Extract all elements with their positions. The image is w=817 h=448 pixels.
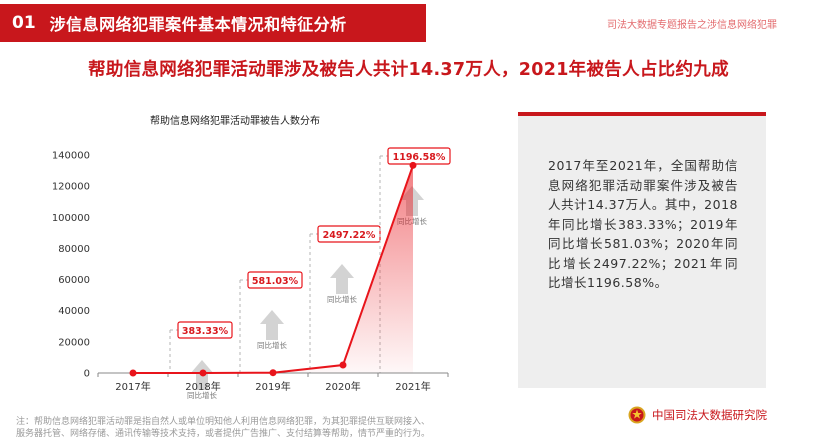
y-tick-label: 140000 (52, 151, 90, 162)
growth-label-box (247, 271, 303, 289)
growth-rate-label: 581.03% (252, 276, 299, 287)
footnote-line-1: 注：帮助信息网络犯罪活动罪是指自然人或单位明知他人利用信息网络犯罪，为其犯罪提供… (16, 417, 431, 427)
y-tick-label: 0 (84, 369, 90, 380)
summary-text: 2017年至2021年，全国帮助信息网络犯罪活动罪案件涉及被告人共计14.37万… (548, 158, 738, 290)
section-number: 01 (12, 13, 36, 33)
y-tick-label: 100000 (52, 213, 90, 224)
section-header: 01 涉信息网络犯罪案件基本情况和特征分析 (0, 4, 426, 42)
y-tick-label: 20000 (58, 337, 90, 348)
growth-caption: 同比增长 (187, 390, 217, 400)
data-point (339, 361, 347, 369)
report-series-label: 司法大数据专题报告之涉信息网络犯罪 (607, 20, 777, 31)
y-tick-label: 120000 (52, 182, 90, 193)
x-tick-label: 2020年 (325, 380, 360, 393)
y-tick-label: 40000 (58, 306, 90, 317)
chart-area: 帮助信息网络犯罪活动罪被告人数分布 0 20000 40000 60000 80000 1… (0, 100, 490, 408)
series-area (133, 165, 413, 373)
data-point (129, 369, 137, 377)
growth-arrow-icon (260, 310, 284, 340)
x-tick-label: 2017年 (115, 380, 150, 393)
page-headline: 帮助信息网络犯罪活动罪涉及被告人共计14.37万人，2021年被告人占比约九成 (88, 60, 729, 80)
y-tick-label: 60000 (58, 275, 90, 286)
footnote: 注：帮助信息网络犯罪活动罪是指自然人或单位明知他人利用信息网络犯罪，为其犯罪提供… (16, 416, 516, 440)
growth-caption: 同比增长 (327, 294, 357, 304)
chart-title: 帮助信息网络犯罪活动罪被告人数分布 (150, 116, 320, 127)
growth-label-box (177, 321, 233, 339)
growth-caption: 同比增长 (257, 340, 287, 350)
footnote-line-2: 服务器托管、网络存储、通讯传输等技术支持，或者提供广告推广、支付结算等帮助，情节… (16, 429, 431, 439)
growth-rate-label: 1196.58% (393, 152, 446, 163)
growth-label-box (387, 147, 451, 165)
x-tick-label: 2021年 (395, 380, 430, 393)
x-tick-label: 2019年 (255, 380, 290, 393)
section-title: 涉信息网络犯罪案件基本情况和特征分析 (49, 15, 347, 34)
organization-name: 中国司法大数据研究院 (652, 408, 767, 422)
growth-arrow-icon (330, 264, 354, 294)
line-chart: 0 20000 40000 60000 80000 100000 120000 140000 3… (52, 147, 451, 400)
organization-mark: 中国司法大数据研究院 (628, 406, 767, 424)
y-tick-label: 80000 (58, 244, 90, 255)
growth-rate-label: 2497.22% (323, 230, 376, 241)
x-tick-label: 2018年 (185, 380, 220, 393)
summary-panel: 2017年至2021年，全国帮助信息网络犯罪活动罪案件涉及被告人共计14.37万… (518, 112, 766, 388)
growth-rate-label: 383.33% (182, 326, 229, 337)
data-point (269, 369, 277, 377)
data-point (199, 369, 207, 377)
data-point (409, 161, 417, 169)
national-emblem-icon (628, 406, 646, 424)
